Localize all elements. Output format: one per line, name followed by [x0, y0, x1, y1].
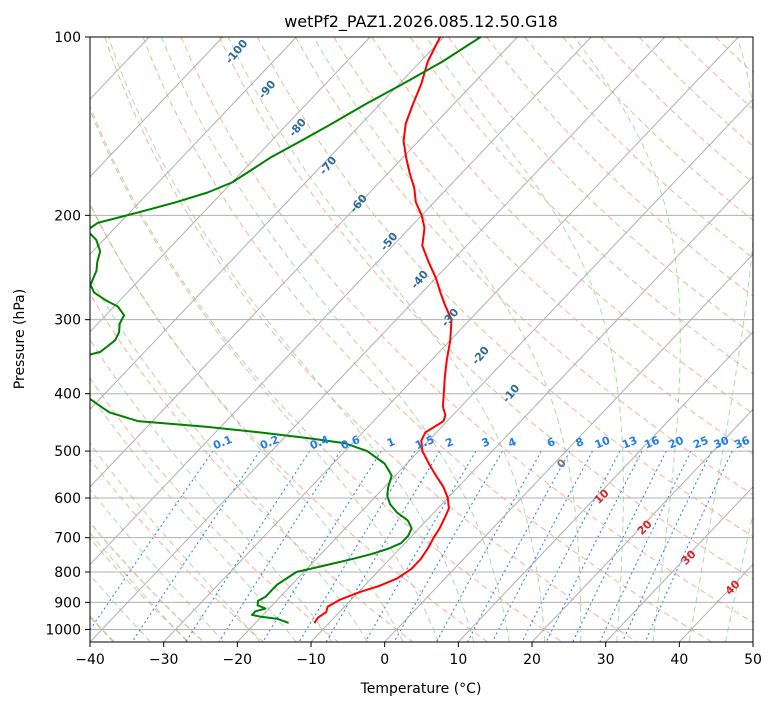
background-lines [90, 37, 775, 642]
mixing-ratio-label: 36 [733, 434, 752, 452]
y-tick-label: 300 [54, 313, 81, 329]
x-tick-label: −10 [296, 652, 326, 668]
y-tick-label: 1000 [45, 622, 81, 638]
plot-background [90, 37, 753, 642]
mixing-ratio-line [131, 450, 261, 642]
isotherm-gridline [605, 486, 753, 642]
moist-adiabat [90, 202, 404, 642]
dry-adiabat [371, 37, 753, 415]
mixing-ratio-line [467, 450, 571, 642]
temperature-profile [313, 37, 453, 624]
x-tick-label: −40 [75, 652, 105, 668]
y-tick-label: 500 [54, 444, 81, 460]
mixing-ratio-line [218, 450, 341, 642]
y-tick-label: 100 [54, 30, 81, 46]
dry-adiabat [409, 37, 753, 375]
mixing-ratio-line [545, 450, 643, 642]
moist-adiabat [227, 37, 546, 642]
mixing-ratio-line [185, 450, 311, 642]
isotherm-gridline [90, 37, 371, 333]
moist-adiabat [108, 37, 475, 642]
isotherm-gridline [236, 98, 753, 642]
moist-adiabat [161, 37, 510, 642]
isotherm-gridline [0, 37, 2, 642]
isotherm-gridline [384, 253, 753, 642]
x-tick-label: 30 [597, 652, 615, 668]
moist-adiabat [725, 512, 753, 642]
mixing-ratio-label: 16 [642, 434, 661, 452]
mixing-ratio-label: 2 [444, 435, 456, 450]
x-tick-label: 50 [744, 652, 762, 668]
dry-adiabat [90, 203, 488, 642]
y-tick-label: 900 [54, 595, 81, 611]
dewpoint-profile [90, 37, 482, 624]
mixing-ratio-label: 3 [480, 435, 492, 450]
mixing-ratio-label: 8 [574, 435, 586, 450]
y-axis-title: Pressure (hPa) [12, 289, 28, 389]
isotherm-gridline [90, 37, 445, 411]
isotherm-gridline [752, 641, 753, 642]
x-tick-label: 10 [449, 652, 467, 668]
mixing-ratio-label: 20 [667, 434, 686, 452]
isotherm-gridline [310, 176, 753, 642]
series-lines [90, 37, 482, 624]
reference-curve [90, 521, 205, 642]
dry-adiabat [754, 37, 775, 642]
y-tick-label: 700 [54, 531, 81, 547]
mixing-ratio-line [435, 450, 542, 642]
mixing-ratio-label: 1 [385, 435, 397, 450]
mixing-ratio-line [393, 450, 503, 642]
moist-adiabat [90, 108, 439, 642]
y-tick-label: 800 [54, 565, 81, 581]
moist-adiabat [688, 37, 753, 642]
mixing-ratio-label: 25 [691, 434, 710, 452]
x-tick-label: −20 [223, 652, 253, 668]
mixing-ratio-line [572, 450, 667, 642]
chart-title: wetPf2_PAZ1.2026.085.12.50.G18 [284, 12, 558, 32]
isotherm-gridline [531, 408, 753, 642]
x-tick-label: 40 [670, 652, 688, 668]
dry-adiabat [90, 104, 563, 642]
mixing-ratio-line [364, 450, 477, 642]
mixing-ratio-line [262, 450, 382, 642]
isotherm-gridline [90, 37, 592, 566]
moist-adiabat [574, 37, 681, 642]
grid-lines [0, 37, 753, 642]
mixing-ratio-label: 10 [593, 434, 612, 452]
x-tick-label: −30 [149, 652, 179, 668]
mixing-ratio-label: 30 [712, 434, 731, 452]
mixing-ratio-line [325, 450, 441, 642]
isotherm-gridline [90, 37, 666, 642]
dry-adiabat [180, 37, 753, 623]
dry-adiabat [90, 458, 264, 642]
x-tick-label: 0 [380, 652, 389, 668]
y-tick-label: 200 [54, 208, 81, 224]
mixing-ratio-line [599, 450, 692, 642]
isotherm-gridline [457, 331, 753, 642]
y-tick-label: 400 [54, 387, 81, 403]
y-tick-label: 600 [54, 491, 81, 507]
isotherm-gridline [90, 37, 297, 256]
moist-adiabat [90, 338, 333, 642]
x-axis-title: Temperature (°C) [360, 681, 482, 697]
dry-adiabat [104, 37, 638, 642]
dry-adiabat [218, 37, 753, 580]
mixing-ratio-label: 13 [620, 434, 639, 452]
x-tick-label: 20 [523, 652, 541, 668]
moist-adiabat [313, 37, 582, 642]
plot-frame [89, 36, 754, 643]
dry-adiabat [142, 37, 712, 642]
axis-ticks: −40 −30 −20 −10 0 10 20 30 40 50 100 200 300 400 500 60… [45, 30, 762, 668]
isotherm-gridline [90, 37, 518, 488]
isotherm-gridline [90, 37, 224, 178]
